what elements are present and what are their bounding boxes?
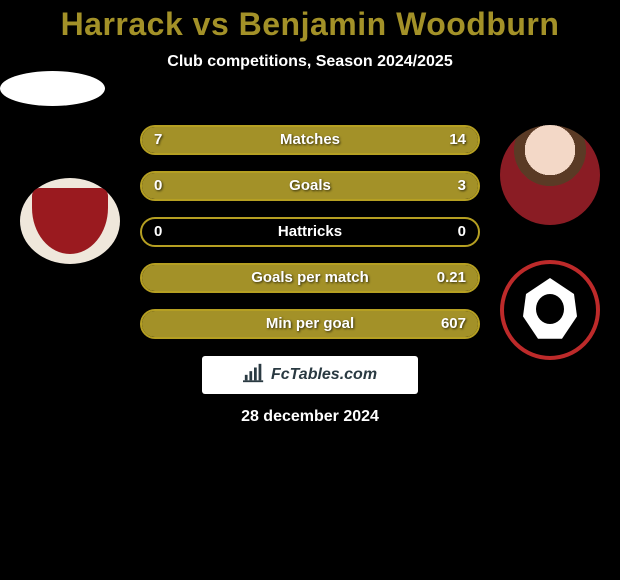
date-text: 28 december 2024 bbox=[0, 408, 620, 426]
player-right-avatar bbox=[500, 125, 600, 225]
bar-label: Matches bbox=[142, 127, 478, 153]
player-left-avatar bbox=[0, 71, 105, 106]
bar-value-right: 14 bbox=[449, 127, 466, 153]
bar-row-goals-per-match: Goals per match 0.21 bbox=[140, 263, 480, 293]
club-crest-left bbox=[20, 178, 120, 264]
club-crest-right bbox=[500, 260, 600, 360]
attribution-text: FcTables.com bbox=[271, 366, 377, 384]
bar-value-right: 607 bbox=[441, 311, 466, 337]
bar-row-hattricks: 0 Hattricks 0 bbox=[140, 217, 480, 247]
bar-row-matches: 7 Matches 14 bbox=[140, 125, 480, 155]
bar-label: Goals bbox=[142, 173, 478, 199]
bar-value-right: 0 bbox=[458, 219, 466, 245]
comparison-bars: 7 Matches 14 0 Goals 3 0 Hattricks 0 Goa… bbox=[140, 125, 480, 355]
bar-row-goals: 0 Goals 3 bbox=[140, 171, 480, 201]
bar-value-right: 0.21 bbox=[437, 265, 466, 291]
bar-label: Min per goal bbox=[142, 311, 478, 337]
barchart-icon bbox=[243, 363, 265, 388]
subtitle: Club competitions, Season 2024/2025 bbox=[0, 53, 620, 71]
bar-label: Hattricks bbox=[142, 219, 478, 245]
bar-value-right: 3 bbox=[458, 173, 466, 199]
page-title: Harrack vs Benjamin Woodburn bbox=[0, 0, 620, 43]
bar-row-min-per-goal: Min per goal 607 bbox=[140, 309, 480, 339]
attribution-badge: FcTables.com bbox=[202, 356, 418, 394]
bar-label: Goals per match bbox=[142, 265, 478, 291]
